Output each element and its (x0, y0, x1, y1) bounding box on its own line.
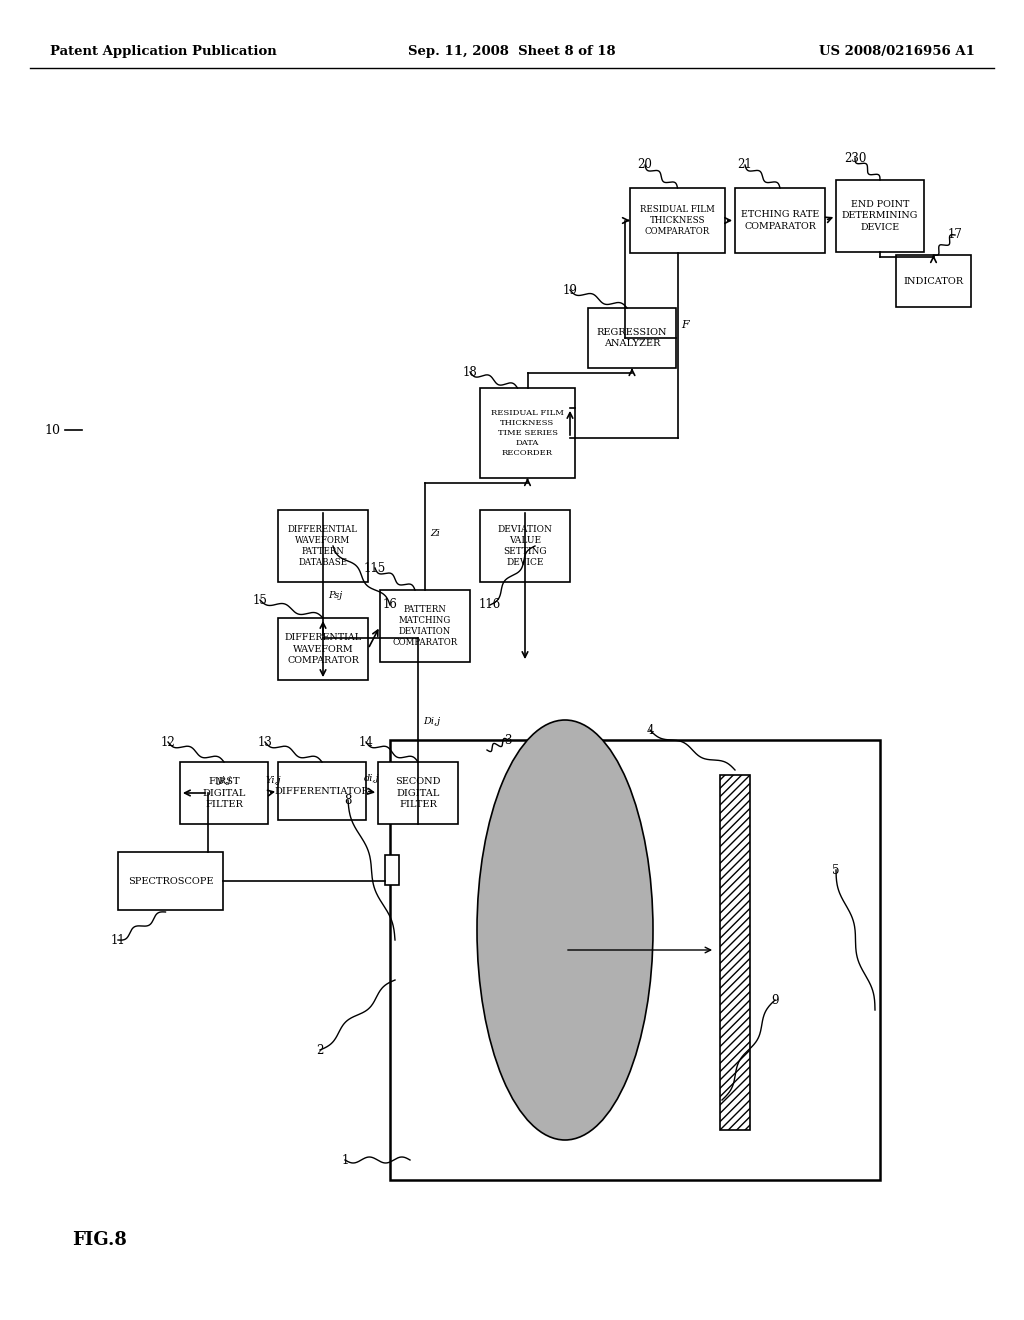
Bar (180, 762, 268, 824)
Text: di,j: di,j (365, 774, 380, 783)
Text: SPECTROSCOPE: SPECTROSCOPE (128, 876, 213, 886)
Text: US 2008/0216956 A1: US 2008/0216956 A1 (819, 45, 975, 58)
Text: 10: 10 (44, 424, 60, 437)
Text: 21: 21 (737, 158, 753, 172)
Text: 230: 230 (844, 152, 866, 165)
Text: 15: 15 (253, 594, 267, 606)
Bar (480, 388, 575, 478)
Text: RESIDUAL FILM
THICKNESS
COMPARATOR: RESIDUAL FILM THICKNESS COMPARATOR (640, 205, 715, 236)
Text: END POINT
DETERMINING
DEVICE: END POINT DETERMINING DEVICE (842, 201, 919, 231)
Bar (630, 187, 725, 253)
Text: INDICATOR: INDICATOR (903, 276, 964, 285)
Text: ETCHING RATE
COMPARATOR: ETCHING RATE COMPARATOR (741, 210, 819, 231)
Text: FIRST
DIGITAL
FILTER: FIRST DIGITAL FILTER (203, 777, 246, 809)
Text: 19: 19 (562, 284, 578, 297)
Text: 3: 3 (504, 734, 512, 747)
Bar (588, 308, 676, 368)
Text: Psj: Psj (328, 590, 342, 599)
Text: 4: 4 (646, 723, 653, 737)
Bar (480, 510, 570, 582)
Text: FIG.8: FIG.8 (73, 1232, 127, 1249)
Text: Sep. 11, 2008  Sheet 8 of 18: Sep. 11, 2008 Sheet 8 of 18 (409, 45, 615, 58)
Text: 5: 5 (833, 863, 840, 876)
Text: Patent Application Publication: Patent Application Publication (50, 45, 276, 58)
Text: Zi: Zi (430, 529, 440, 539)
Bar (278, 618, 368, 680)
Text: 116: 116 (479, 598, 501, 611)
Text: 8: 8 (344, 793, 351, 807)
Text: 14: 14 (358, 735, 374, 748)
Bar (380, 590, 470, 663)
Text: REGRESSION
ANALYZER: REGRESSION ANALYZER (597, 327, 668, 348)
Text: 2: 2 (316, 1044, 324, 1056)
Text: Yi,j: Yi,j (265, 776, 281, 785)
Text: Di,j: Di,j (423, 717, 440, 726)
Text: DIFFERENTIAL
WAVEFORM
COMPARATOR: DIFFERENTIAL WAVEFORM COMPARATOR (285, 634, 361, 664)
Bar (385, 855, 399, 884)
Text: DIFFERENTIATOR: DIFFERENTIATOR (274, 787, 370, 796)
Text: 9: 9 (771, 994, 778, 1006)
Text: DIFFERENTIAL
WAVEFORM
PATTERN
DATABASE: DIFFERENTIAL WAVEFORM PATTERN DATABASE (288, 525, 358, 568)
Text: 115: 115 (364, 561, 386, 574)
Bar (378, 762, 458, 824)
Text: 1: 1 (341, 1154, 349, 1167)
Text: F: F (681, 319, 689, 330)
Text: 16: 16 (383, 598, 397, 611)
Text: SECOND
DIGITAL
FILTER: SECOND DIGITAL FILTER (395, 777, 440, 809)
Text: 18: 18 (463, 366, 477, 379)
Bar (118, 851, 223, 909)
Text: 17: 17 (947, 228, 963, 242)
Bar (390, 741, 880, 1180)
Text: PATTERN
MATCHING
DEVIATION
COMPARATOR: PATTERN MATCHING DEVIATION COMPARATOR (392, 605, 458, 647)
Bar (896, 255, 971, 308)
Bar (278, 762, 366, 820)
Text: 20: 20 (638, 158, 652, 172)
Text: yi,j: yi,j (216, 776, 230, 785)
Text: 13: 13 (258, 735, 272, 748)
Text: RESIDUAL FILM
THICKNESS
TIME SERIES
DATA
RECORDER: RESIDUAL FILM THICKNESS TIME SERIES DATA… (492, 409, 564, 457)
Bar (735, 187, 825, 253)
Ellipse shape (477, 719, 653, 1140)
Bar (720, 775, 750, 1130)
Text: 11: 11 (111, 933, 125, 946)
Bar (278, 510, 368, 582)
Text: 12: 12 (161, 735, 175, 748)
Text: DEVIATION
VALUE
SETTING
DEVICE: DEVIATION VALUE SETTING DEVICE (498, 525, 552, 568)
Bar (836, 180, 924, 252)
